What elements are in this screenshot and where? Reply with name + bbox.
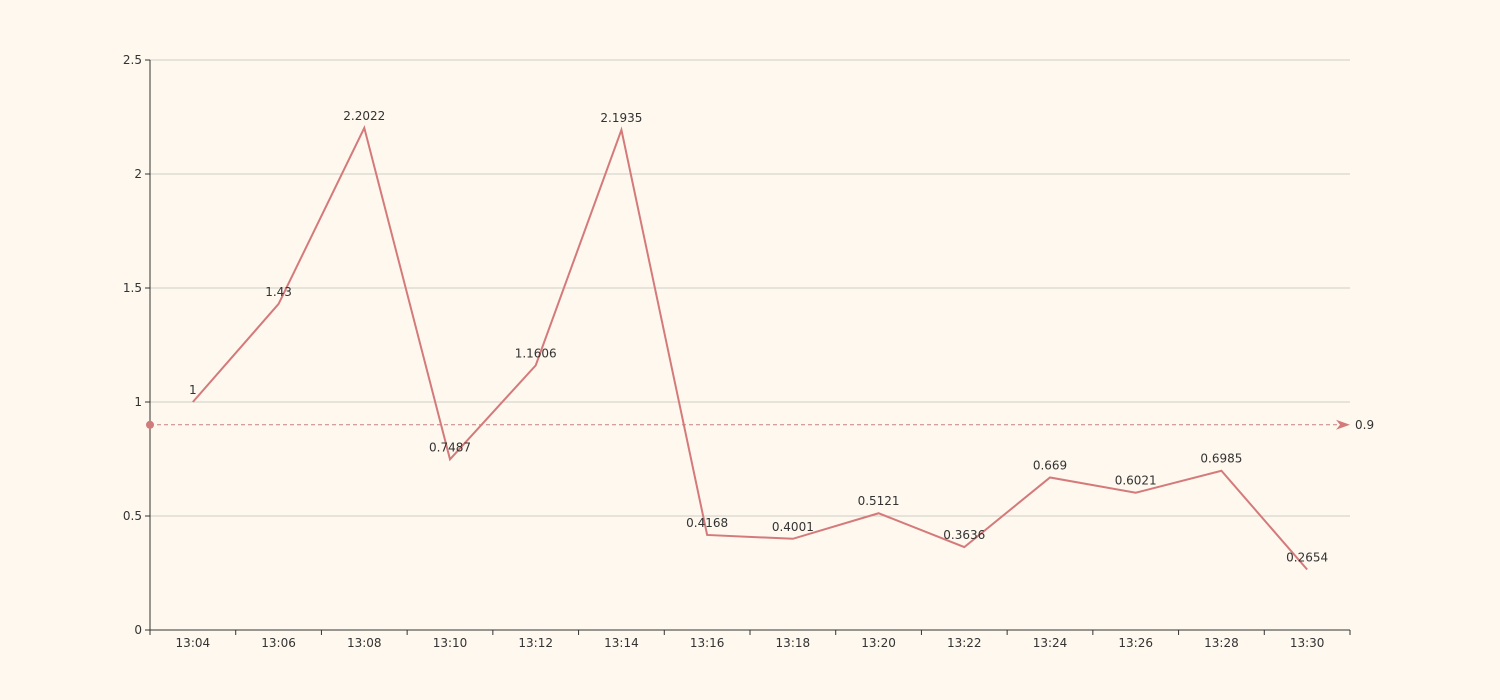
data-label: 0.4168 bbox=[686, 516, 728, 530]
data-label: 0.3636 bbox=[943, 528, 985, 542]
data-label: 0.669 bbox=[1033, 458, 1067, 472]
y-tick-label: 0.5 bbox=[123, 509, 142, 523]
x-tick-label: 13:20 bbox=[861, 636, 896, 650]
x-tick-label: 13:18 bbox=[776, 636, 811, 650]
x-tick-label: 13:04 bbox=[176, 636, 211, 650]
data-label: 0.6021 bbox=[1115, 474, 1157, 488]
grid-lines bbox=[150, 59, 1350, 517]
data-label: 0.4001 bbox=[772, 520, 814, 534]
x-tick-label: 13:24 bbox=[1033, 636, 1068, 650]
x-tick-label: 13:16 bbox=[690, 636, 725, 650]
x-tick-label: 13:06 bbox=[261, 636, 296, 650]
x-tick-label: 13:10 bbox=[433, 636, 468, 650]
x-tick-label: 13:12 bbox=[518, 636, 553, 650]
series-line bbox=[192, 125, 1308, 571]
x-tick-label: 13:26 bbox=[1118, 636, 1153, 650]
data-label: 0.5121 bbox=[858, 494, 900, 508]
reference-line-group: 0.9 bbox=[146, 418, 1374, 432]
axes: 0 0.5 1 1.5 2 2.5 13:04 13:06 13:08 13:10 13:12 13:… bbox=[123, 53, 1351, 650]
x-tick-label: 13:28 bbox=[1204, 636, 1239, 650]
data-label: 0.2654 bbox=[1286, 550, 1328, 564]
x-tick-label: 13:08 bbox=[347, 636, 382, 650]
data-label: 0.7487 bbox=[429, 440, 471, 454]
series-group bbox=[192, 125, 1308, 571]
x-tick-label: 13:14 bbox=[604, 636, 639, 650]
y-tick-label: 2.5 bbox=[123, 53, 142, 67]
data-label: 2.2022 bbox=[343, 109, 385, 123]
data-label: 1.43 bbox=[265, 285, 292, 299]
data-labels: 1 1.43 2.2022 0.7487 1.1606 2.1935 0.4168 0.400… bbox=[189, 109, 1328, 565]
y-tick-label: 0 bbox=[134, 623, 142, 637]
x-tick-label: 13:22 bbox=[947, 636, 982, 650]
reference-line-label: 0.9 bbox=[1355, 418, 1374, 432]
reference-line-arrow bbox=[1336, 419, 1350, 430]
y-tick-label: 1.5 bbox=[123, 281, 142, 295]
y-tick-label: 2 bbox=[134, 167, 142, 181]
data-label: 2.1935 bbox=[600, 111, 642, 125]
data-label: 1 bbox=[189, 383, 197, 397]
data-label: 0.6985 bbox=[1200, 452, 1242, 466]
x-tick-label: 13:30 bbox=[1290, 636, 1325, 650]
data-label: 1.1606 bbox=[515, 346, 557, 360]
y-tick-label: 1 bbox=[134, 395, 142, 409]
